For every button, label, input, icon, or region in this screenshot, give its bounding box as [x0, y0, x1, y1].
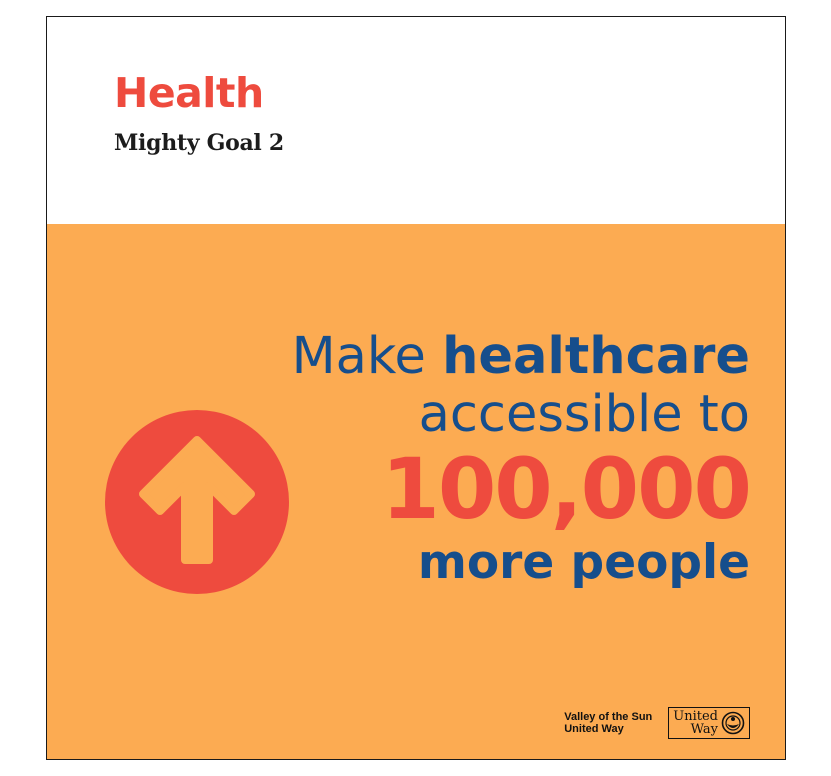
brand-footer: Valley of the Sun United Way United Way — [564, 707, 750, 739]
goal-card: Health Mighty Goal 2 Make healthcare acc… — [46, 16, 786, 760]
up-arrow-icon — [105, 410, 289, 594]
logo-word-2: Way — [690, 722, 718, 737]
page-title: Health — [114, 69, 264, 117]
united-way-hand-icon — [721, 711, 745, 735]
message-line-1: Make healthcare — [292, 326, 750, 387]
united-way-logo: United Way — [668, 707, 750, 739]
org-name-line-2: United Way — [564, 723, 624, 735]
header-section: Health Mighty Goal 2 — [47, 17, 785, 224]
goal-subtitle: Mighty Goal 2 — [114, 130, 284, 156]
logo-word-1: United — [673, 709, 718, 724]
org-name-line-1: Valley of the Sun — [564, 711, 653, 723]
goal-panel: Make healthcare accessible to 100,000 mo… — [47, 224, 785, 759]
goal-message: Make healthcare accessible to 100,000 mo… — [292, 326, 752, 590]
goal-number: 100,000 — [381, 440, 752, 538]
org-name: Valley of the Sun United Way — [564, 711, 652, 735]
message-healthcare: healthcare — [442, 327, 750, 386]
logo-wordmark: United Way — [673, 710, 718, 736]
message-make: Make — [291, 327, 443, 386]
message-line-2: accessible to — [418, 385, 750, 444]
message-line-4: more people — [417, 535, 750, 590]
